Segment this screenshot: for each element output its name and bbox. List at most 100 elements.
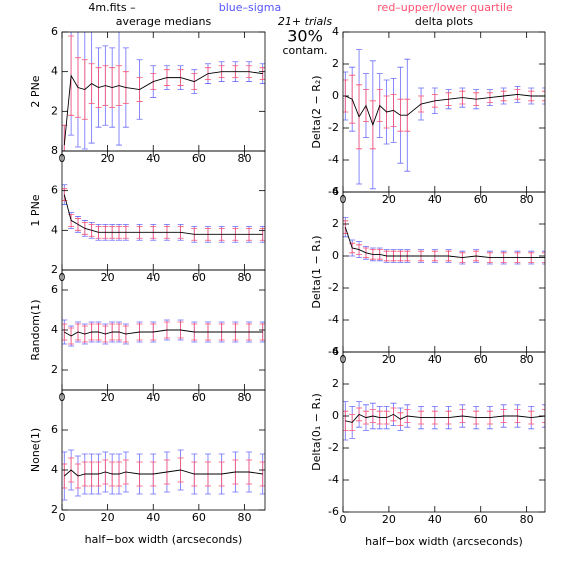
- x-tick-label: 60: [474, 193, 488, 206]
- y-tick-label: 2: [332, 217, 339, 230]
- x-tick-label: 20: [382, 513, 396, 526]
- y-tick-label: -4: [328, 473, 339, 486]
- trials-note: 21+ trials: [278, 15, 332, 28]
- plot-area: [343, 217, 545, 265]
- y-tick-label: 2: [51, 363, 58, 376]
- panel-frame: [342, 351, 546, 513]
- quartile-error-bar: [542, 90, 545, 102]
- y-axis-label: Random(1): [29, 299, 42, 360]
- y-axis-label: Delta(1 − R₁): [310, 235, 323, 308]
- plot-area: [62, 319, 265, 347]
- x-tick-label: 80: [520, 193, 534, 206]
- median-line: [345, 413, 545, 423]
- x-tick-label: 0: [59, 511, 66, 524]
- y-axis-label: 1 PNe: [29, 194, 42, 226]
- x-tick-label: 80: [520, 513, 534, 526]
- x-tick-label: 20: [101, 152, 115, 165]
- y-tick-label: 6: [51, 184, 58, 197]
- quartile-error-bar: [542, 252, 545, 263]
- y-axis-label: 2 PNe: [29, 75, 42, 107]
- y-tick-label: -4: [328, 313, 339, 326]
- file-name: 4m.fits –: [88, 1, 135, 14]
- y-tick-label: 2: [51, 263, 58, 276]
- y-tick-label: 2: [332, 377, 339, 390]
- panel-frame: [61, 31, 266, 152]
- x-tick-label: 20: [101, 511, 115, 524]
- plot-area: [343, 401, 545, 441]
- y-tick-label: 0: [332, 89, 339, 102]
- quartile-error-bar: [542, 409, 545, 423]
- x-tick-label: 20: [101, 271, 115, 284]
- x-tick-label: 40: [146, 391, 160, 404]
- panel-title: average medians: [116, 15, 212, 28]
- y-tick-label: 4: [332, 345, 339, 358]
- x-tick-label: 20: [382, 193, 396, 206]
- y-tick-label: 4: [51, 223, 58, 236]
- x-axis-label: half−box width (arcseconds): [365, 535, 523, 548]
- x-tick-label: 60: [192, 271, 206, 284]
- x-tick-label: 80: [237, 271, 251, 284]
- y-tick-label: 2: [332, 57, 339, 70]
- x-tick-label: 60: [474, 513, 488, 526]
- y-tick-label: 6: [51, 423, 58, 436]
- x-tick-label: 80: [520, 353, 534, 366]
- y-tick-label: 2: [51, 104, 58, 117]
- plot-area: [62, 449, 265, 501]
- y-tick-label: 4: [332, 185, 339, 198]
- percent-note: 30%: [287, 27, 323, 46]
- sigma-note: blue–sigma: [219, 1, 282, 14]
- y-tick-label: -2: [328, 121, 339, 134]
- x-tick-label: 80: [237, 511, 251, 524]
- x-axis-label: half−box width (arcseconds): [85, 533, 243, 546]
- x-tick-label: 60: [474, 353, 488, 366]
- y-tick-label: -6: [328, 505, 339, 518]
- contam-note: contam.: [282, 44, 327, 57]
- y-tick-label: 0: [332, 249, 339, 262]
- x-tick-label: 20: [101, 391, 115, 404]
- sigma-error-bar: [542, 250, 545, 265]
- x-tick-label: 80: [237, 152, 251, 165]
- y-axis-label: None(1): [29, 428, 42, 472]
- y-tick-label: 4: [51, 463, 58, 476]
- x-tick-label: 60: [192, 391, 206, 404]
- x-tick-label: 60: [192, 152, 206, 165]
- panel-frame: [61, 389, 266, 511]
- median-line: [63, 469, 263, 477]
- plot-area: [343, 49, 545, 190]
- y-tick-label: 0: [332, 409, 339, 422]
- x-tick-label: 40: [146, 152, 160, 165]
- median-line: [63, 71, 263, 146]
- x-tick-label: 40: [146, 511, 160, 524]
- median-line: [64, 329, 263, 337]
- x-tick-label: 40: [428, 193, 442, 206]
- y-tick-label: 4: [51, 323, 58, 336]
- panel-frame: [342, 31, 546, 193]
- x-tick-label: 80: [237, 391, 251, 404]
- panel-frame: [61, 150, 266, 271]
- y-tick-label: 8: [51, 144, 58, 157]
- x-tick-label: 0: [340, 513, 347, 526]
- y-tick-label: 4: [51, 65, 58, 78]
- y-tick-label: 2: [51, 503, 58, 516]
- panel-frame: [61, 269, 266, 391]
- y-tick-label: -2: [328, 441, 339, 454]
- panel-title: delta plots: [415, 15, 473, 28]
- y-axis-label: Delta(2 − R₂): [310, 75, 323, 148]
- y-tick-label: 4: [332, 25, 339, 38]
- median-line: [345, 93, 545, 127]
- plot-area: [62, 32, 265, 151]
- quartile-note: red–upper/lower quartile: [377, 1, 513, 14]
- y-tick-label: -4: [328, 153, 339, 166]
- x-tick-label: 40: [428, 513, 442, 526]
- sigma-error-bar: [542, 404, 545, 428]
- y-tick-label: -6: [328, 345, 339, 358]
- median-line: [63, 194, 263, 235]
- y-tick-label: 6: [51, 25, 58, 38]
- x-tick-label: 40: [146, 271, 160, 284]
- median-line: [344, 227, 545, 259]
- plot-area: [62, 184, 265, 243]
- y-tick-label: -2: [328, 281, 339, 294]
- panel-frame: [342, 191, 546, 353]
- sigma-error-bar: [542, 87, 545, 105]
